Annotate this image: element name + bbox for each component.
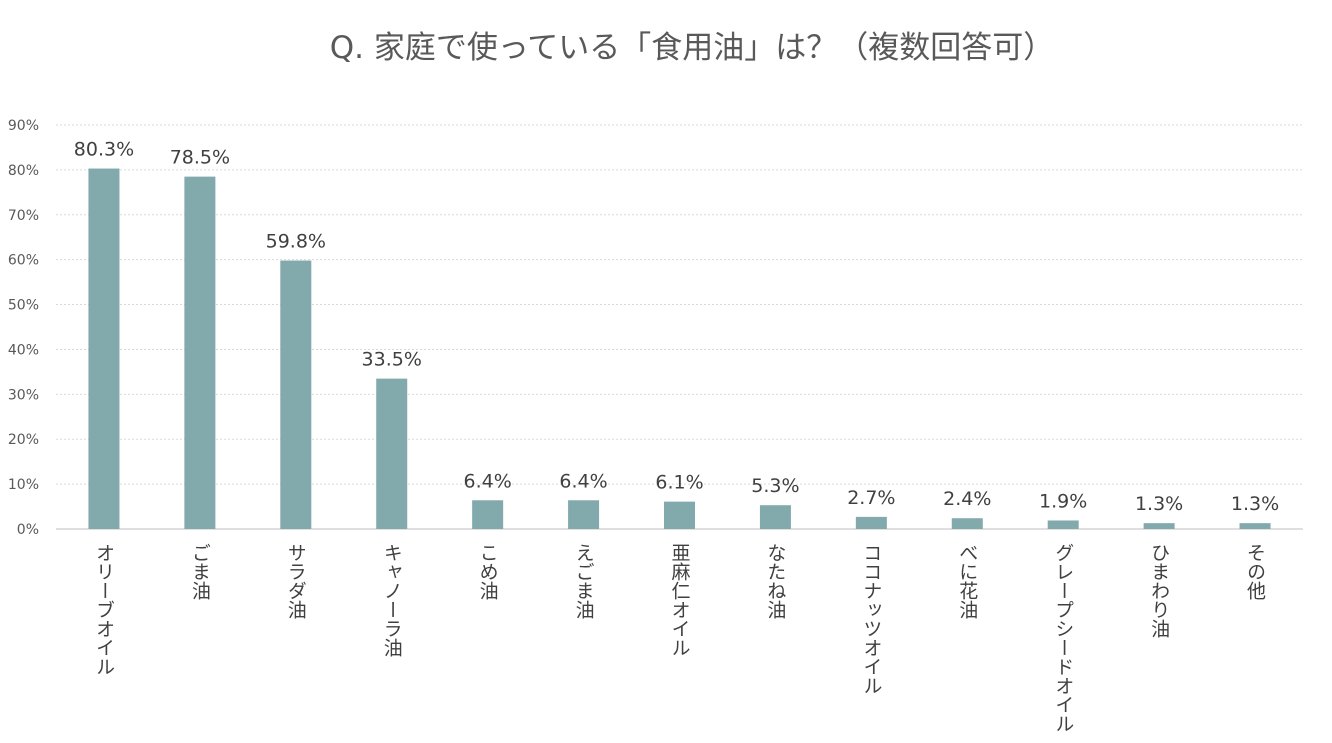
data-label: 1.3% [1135, 493, 1183, 515]
bar [759, 505, 791, 529]
bar [88, 168, 120, 529]
bar [568, 500, 600, 529]
category-labels: オリーブオイル ごま油 サラダ油 キャノーラ油 こめ油 えごま油 亜麻仁オイル なたね油 ココナ… [93, 543, 1266, 733]
bar [1239, 523, 1271, 529]
bar [376, 378, 408, 529]
category-label: グレープシードオイル [1052, 543, 1074, 733]
category-label: べに花油 [956, 543, 978, 619]
data-label: 1.9% [1039, 490, 1087, 512]
bar [1143, 523, 1175, 529]
bar [1047, 520, 1079, 529]
data-label: 78.5% [170, 147, 230, 169]
category-label: えごま油 [573, 543, 595, 619]
gridlines [56, 124, 1303, 485]
data-label: 6.1% [655, 472, 703, 494]
y-tick-label: 40% [8, 342, 39, 358]
bar [184, 176, 216, 529]
bars [88, 168, 1271, 529]
y-tick-label: 60% [8, 253, 39, 269]
data-label: 2.7% [847, 487, 895, 509]
y-tick-label: 70% [8, 208, 39, 224]
y-tick-label: 50% [8, 298, 39, 314]
data-label: 6.4% [559, 470, 607, 492]
category-label: なたね油 [764, 543, 786, 619]
y-tick-label: 0% [17, 522, 39, 538]
data-label: 2.4% [943, 488, 991, 510]
y-tick-label: 80% [8, 163, 39, 179]
bar [664, 501, 695, 529]
data-label: 80.3% [74, 139, 134, 161]
category-label: ココナッツオイル [860, 543, 882, 695]
data-label: 1.3% [1231, 493, 1279, 515]
chart-title: Q. 家庭で使っている「食用油」は？（複数回答可） [329, 30, 1055, 66]
data-label: 6.4% [464, 470, 512, 492]
data-label: 59.8% [266, 231, 326, 253]
y-tick-label: 10% [8, 477, 39, 493]
category-label: こめ油 [477, 543, 499, 600]
category-label: オリーブオイル [93, 543, 115, 676]
data-labels: 80.3% 78.5% 59.8% 33.5% 6.4% 6.4% 6.1% 5.3% 2.7%… [74, 139, 1279, 516]
bar [280, 260, 312, 529]
y-tick-labels: 0% 10% 20% 30% 40% 50% 60% 70% 80% 90% [8, 118, 39, 538]
y-tick-label: 30% [8, 387, 39, 403]
data-label: 33.5% [362, 349, 422, 371]
category-label: キャノーラ油 [381, 543, 403, 657]
category-label: 亜麻仁オイル [669, 543, 691, 657]
category-label: その他 [1244, 543, 1266, 600]
y-tick-label: 20% [8, 432, 39, 448]
y-tick-label: 90% [8, 118, 39, 134]
data-label: 5.3% [751, 475, 799, 497]
bar [472, 500, 504, 529]
bar [855, 516, 887, 529]
category-label: ごま油 [189, 543, 211, 600]
category-label: サラダ油 [285, 543, 307, 619]
bar [951, 518, 983, 529]
category-label: ひまわり油 [1148, 543, 1170, 638]
